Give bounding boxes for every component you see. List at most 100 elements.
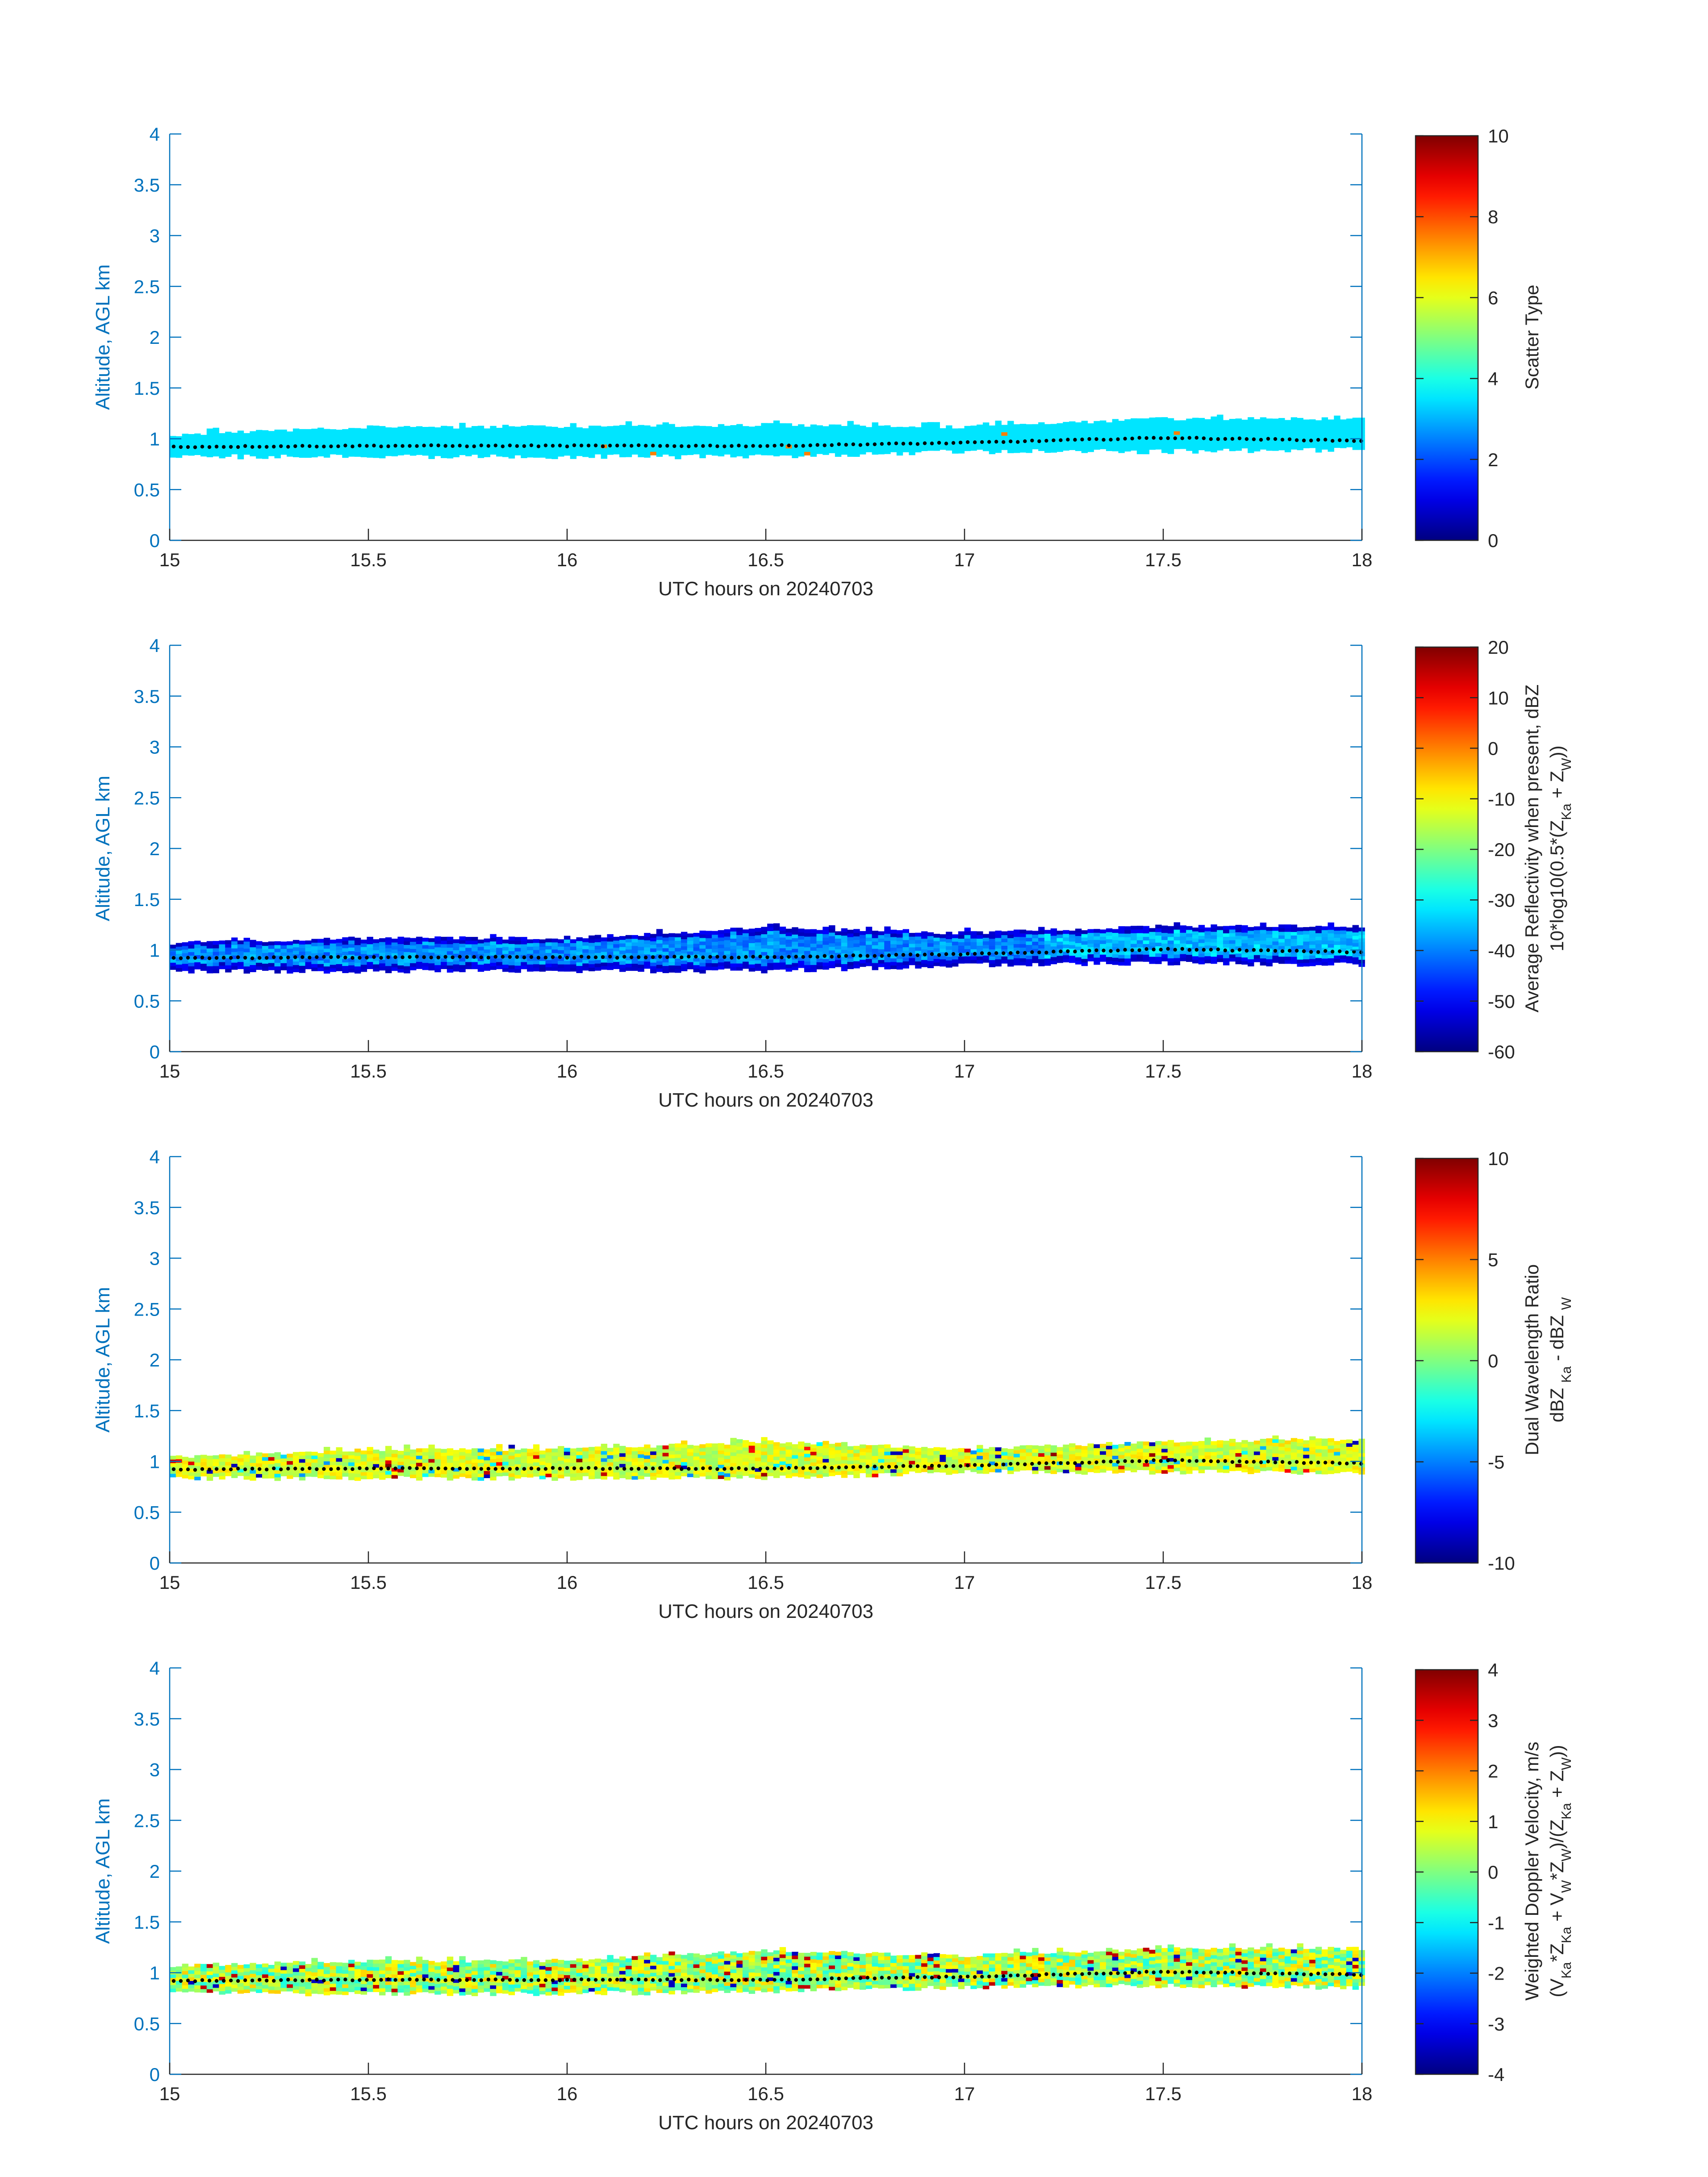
heatmap-cell <box>262 967 269 971</box>
heatmap-cell <box>890 427 897 431</box>
heatmap-cell <box>1149 932 1156 936</box>
heatmap-cell <box>428 451 435 455</box>
heatmap-cell <box>1180 932 1186 936</box>
heatmap-cell <box>1032 438 1039 443</box>
heatmap-cell <box>656 961 663 965</box>
heatmap-cell <box>1211 942 1217 946</box>
heatmap-cell <box>730 1445 737 1449</box>
heatmap-cell <box>182 441 188 445</box>
heatmap-cell <box>231 955 238 959</box>
heatmap-cell <box>274 1459 281 1463</box>
heatmap-cell <box>453 439 459 443</box>
heatmap-cell <box>841 443 848 448</box>
heatmap-cell <box>262 1471 269 1475</box>
heatmap-cell <box>761 444 768 448</box>
heatmap-cell <box>668 431 675 435</box>
heatmap-cell <box>699 454 706 459</box>
heatmap-cell <box>1001 428 1008 432</box>
heatmap-cell <box>767 451 774 455</box>
heatmap-cell <box>1290 446 1298 450</box>
heatmap-cell <box>545 1470 552 1474</box>
heatmap-cell <box>952 959 959 963</box>
heatmap-cell <box>675 451 681 456</box>
series-point <box>823 954 827 958</box>
heatmap-cell <box>348 951 355 955</box>
series-point <box>351 444 355 448</box>
heatmap-cell <box>1094 940 1100 944</box>
heatmap-cell <box>989 956 996 960</box>
y-axis-label: Altitude, AGL km <box>92 776 114 921</box>
heatmap-cell <box>909 430 915 434</box>
heatmap-cell <box>274 1452 281 1456</box>
heatmap-cell <box>884 432 891 436</box>
heatmap-cell <box>847 947 854 952</box>
heatmap-cell <box>1180 438 1186 442</box>
heatmap-cell <box>367 1454 373 1458</box>
heatmap-cell <box>1229 429 1236 434</box>
heatmap-cell <box>1253 430 1261 434</box>
heatmap-cell <box>915 438 922 442</box>
heatmap-cell <box>761 1472 768 1477</box>
heatmap-cell <box>1284 924 1291 928</box>
series-point <box>271 955 276 959</box>
heatmap-cell <box>847 958 854 962</box>
heatmap-cell <box>607 1448 614 1452</box>
heatmap-cell <box>1167 443 1174 447</box>
heatmap-cell <box>576 434 583 439</box>
heatmap-cell <box>231 952 238 956</box>
heatmap-cell <box>280 949 287 953</box>
series-point <box>279 956 283 960</box>
heatmap-cell <box>250 1455 256 1459</box>
series-point <box>401 444 405 448</box>
heatmap-cell <box>521 1473 527 1477</box>
heatmap-cell <box>589 429 595 433</box>
heatmap-cell <box>533 946 540 950</box>
heatmap-cell <box>539 957 546 961</box>
heatmap-cell <box>317 960 324 964</box>
heatmap-cell <box>816 1471 823 1475</box>
heatmap-cell <box>410 956 417 960</box>
heatmap-cell <box>1235 935 1242 940</box>
heatmap-cell <box>841 964 848 968</box>
heatmap-cell <box>292 940 300 944</box>
heatmap-cell <box>508 1452 515 1456</box>
x-tick-label: 16.5 <box>748 1061 784 1082</box>
heatmap-cell <box>410 1453 417 1457</box>
heatmap-cell <box>490 426 497 430</box>
series-point <box>443 444 447 448</box>
heatmap-cell <box>250 435 256 439</box>
heatmap-cell <box>773 427 780 432</box>
heatmap-cell <box>268 1460 275 1464</box>
heatmap-cell <box>558 943 564 947</box>
heatmap-cell <box>1136 940 1144 944</box>
heatmap-cell <box>656 950 663 954</box>
heatmap-cell <box>1180 950 1186 954</box>
heatmap-cell <box>693 429 700 433</box>
heatmap-cell <box>607 1451 614 1455</box>
heatmap-cell <box>921 960 928 964</box>
heatmap-cell <box>730 443 737 447</box>
heatmap-cell <box>946 964 952 968</box>
heatmap-cell <box>773 435 780 439</box>
heatmap-cell <box>570 430 577 435</box>
heatmap-cell <box>502 1450 509 1455</box>
heatmap-cell <box>182 1467 188 1471</box>
heatmap-cell <box>292 961 300 965</box>
heatmap-cell <box>342 962 349 966</box>
heatmap-cell <box>736 1439 743 1443</box>
heatmap-cell <box>200 1472 207 1477</box>
heatmap-cell <box>360 453 367 457</box>
heatmap-cell <box>1173 438 1180 442</box>
heatmap-cell <box>1167 422 1174 426</box>
heatmap-cell <box>1026 445 1032 450</box>
heatmap-cell <box>933 443 940 447</box>
heatmap-cell <box>860 952 866 957</box>
colorbar-label: 10*log10(0.5*(ZKa + ZW)) <box>1546 745 1574 951</box>
heatmap-cell <box>761 448 768 452</box>
heatmap-cell <box>823 430 829 434</box>
heatmap-cell <box>274 1473 281 1478</box>
heatmap-cell <box>287 446 293 450</box>
heatmap-cell <box>1026 937 1032 942</box>
heatmap-cell <box>576 951 583 956</box>
heatmap-cell <box>323 969 330 974</box>
